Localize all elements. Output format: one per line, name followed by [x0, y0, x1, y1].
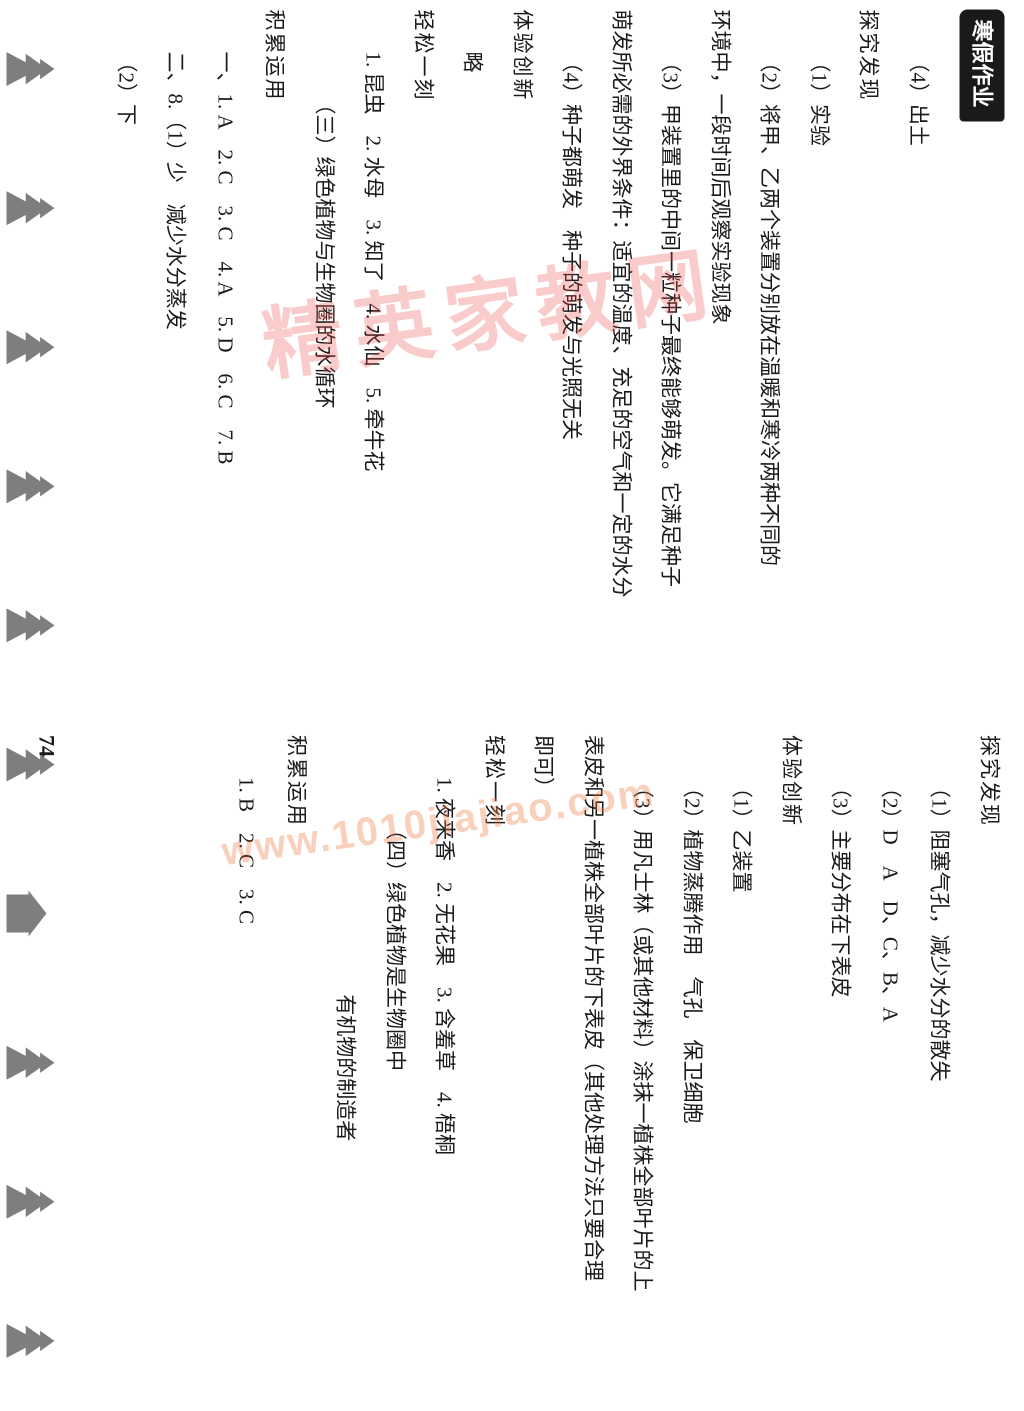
text-line: 二、8.（1）少 减少水分蒸发 [160, 10, 192, 676]
unit-subtitle: 有机物的制造者 [330, 735, 362, 1401]
text-line: （1）乙装置 [726, 735, 758, 1401]
tree-icon [7, 469, 55, 503]
section-title: 体验创新 [775, 735, 807, 1401]
text-line: 一、1. A 2. C 3. C 4. A 5. D 6. C 7. B [209, 10, 241, 676]
right-column: 探究发现 （1）阻塞气孔，减少水分的散失 （2）D A D、C、B、A （3）主… [1, 725, 1024, 1411]
unit-title: （三）绿色植物与生物圈的水循环 [308, 10, 340, 676]
section-title: 积累运用 [280, 735, 312, 1401]
text-line: （1）实验 [803, 10, 835, 676]
text-line: 即可） [528, 735, 560, 1401]
text-line: （4）出土 [902, 10, 934, 676]
tree-icon [7, 608, 55, 642]
text-line: 环境中，一段时间后观察实验现象 [704, 10, 736, 676]
tree-icon [7, 748, 55, 782]
section-title: 探究发现 [973, 735, 1005, 1401]
section-title: 积累运用 [259, 10, 291, 676]
text-line: （2）植物蒸腾作用 气孔 保卫细胞 [676, 735, 708, 1401]
section-title: 探究发现 [853, 10, 885, 676]
tree-icon [7, 1046, 55, 1080]
text-line: （3）甲装置里的中间一粒种子最终能够萌发。它满足种子 [655, 10, 687, 676]
text-line: （4）种子都萌发 种子的萌发与光照无关 [556, 10, 588, 676]
text-line: （3）用凡士林（或其他材料）涂抹一植株全部叶片的上 [627, 735, 659, 1401]
text-line: 萌发所必需的外界条件：适宜的温度、充足的空气和一定的水分 [605, 10, 637, 676]
section-title: 轻松一刻 [478, 735, 510, 1401]
text-line: 1. B 2. C 3. C [231, 735, 263, 1401]
header-badge: 寒假作业 [960, 10, 1005, 122]
footer-decoration [7, 0, 77, 1411]
tree-icon [7, 52, 55, 86]
tree-icon [7, 1185, 55, 1219]
section-title: 体验创新 [506, 10, 538, 676]
text-line: （2）将甲、乙两个装置分别放在温暖和寒冷两种不同的 [754, 10, 786, 676]
house-icon [7, 887, 47, 941]
tree-icon [7, 1324, 55, 1358]
text-line: （1）阻塞气孔，减少水分的散失 [924, 735, 956, 1401]
text-line: 略 [457, 10, 489, 676]
text-line: （2）D A D、C、B、A [874, 735, 906, 1401]
text-line: （3）主要分布在下表皮 [825, 735, 857, 1401]
left-column: 寒假作业 （4）出土 探究发现 （1）实验 （2）将甲、乙两个装置分别放在温暖和… [1, 0, 1024, 685]
text-line: （2）下 [110, 10, 142, 676]
text-line: 表皮和另一植株全部叶片的下表皮（其他处理方法只要合理 [577, 735, 609, 1401]
text-line: 1. 昆虫 2. 水母 3. 知了 4. 水仙 5. 牵牛花 [358, 10, 390, 676]
tree-icon [7, 330, 55, 364]
tree-icon [7, 191, 55, 225]
text-line: 1. 夜来香 2. 无花果 3. 含羞草 4. 梧桐 [429, 735, 461, 1401]
unit-title: （四）绿色植物是生物圈中 [379, 735, 411, 1401]
section-title: 轻松一刻 [407, 10, 439, 676]
